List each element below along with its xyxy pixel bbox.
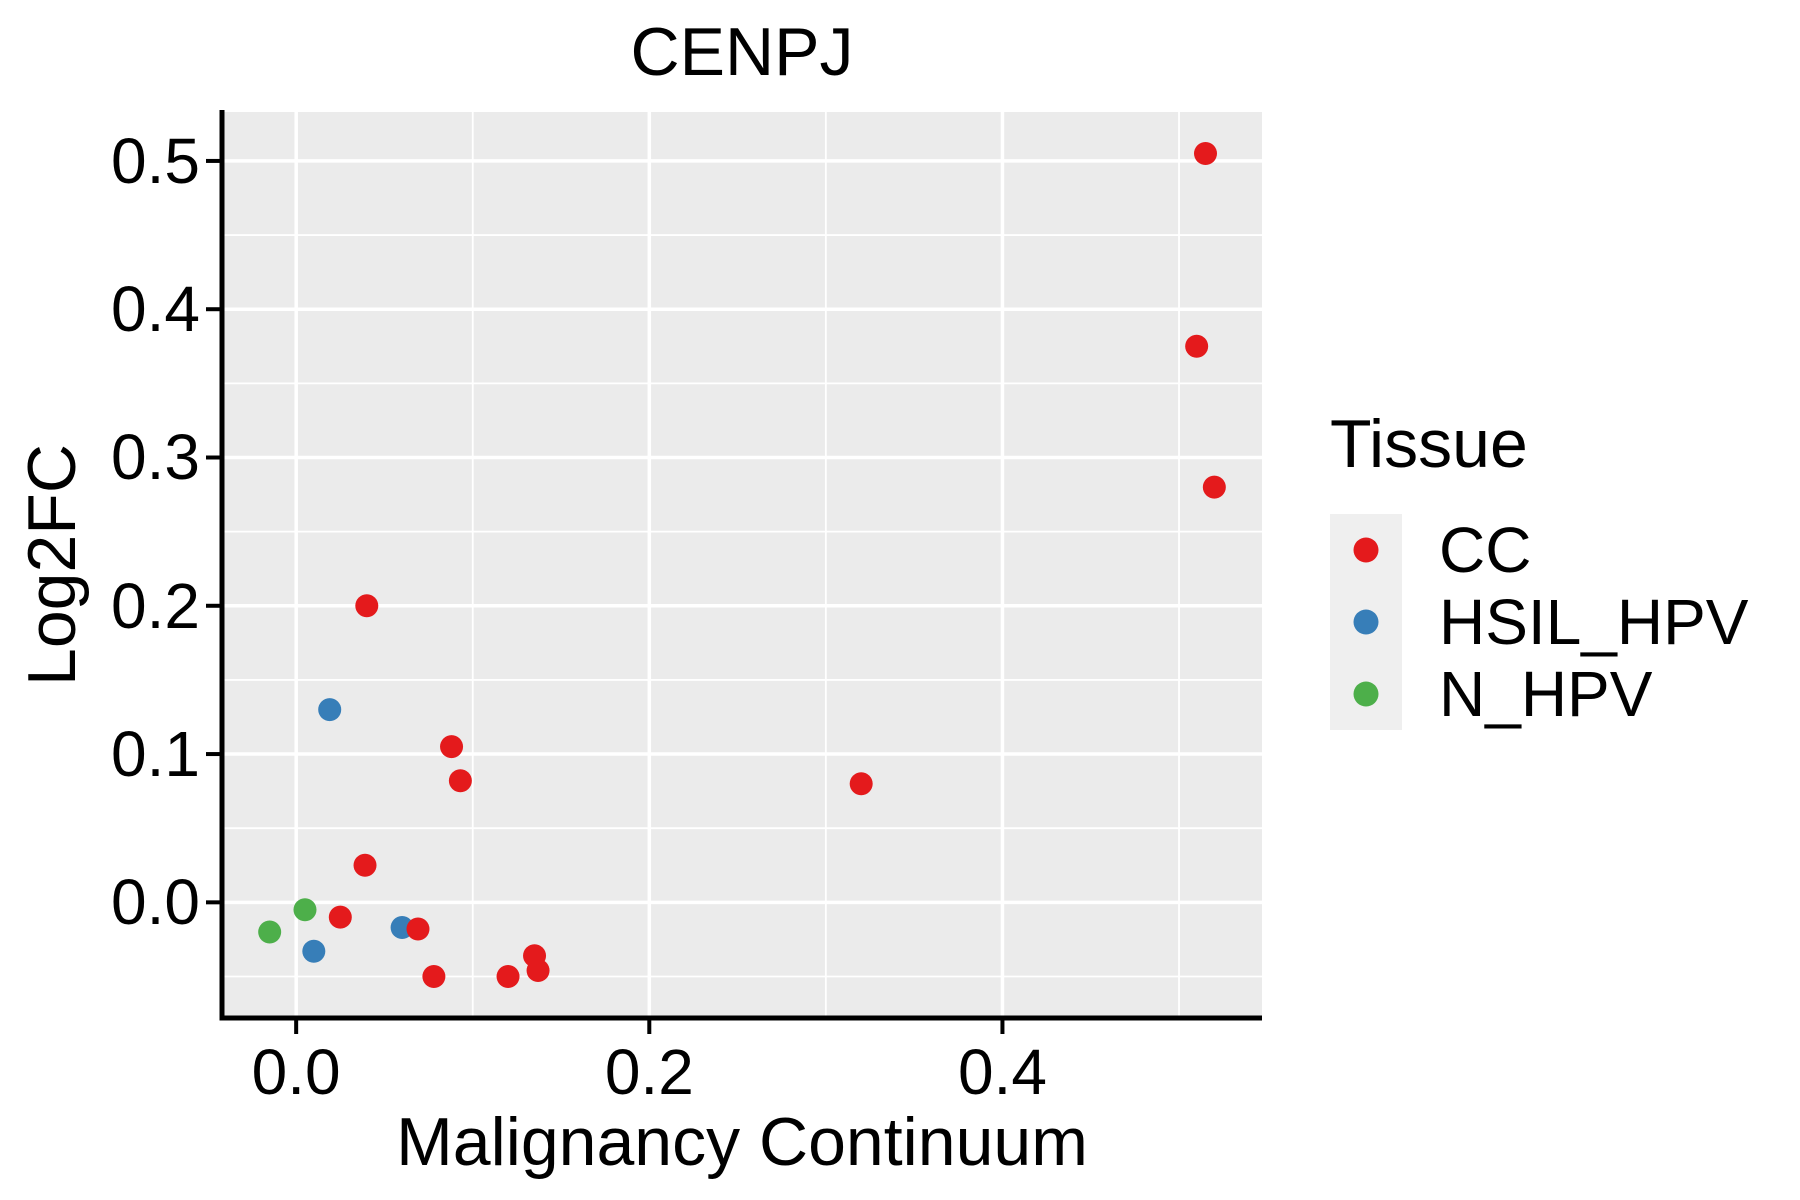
data-point-CC (1202, 475, 1226, 499)
x-tick-label: 0.4 (957, 1036, 1047, 1108)
legend-key (1330, 658, 1402, 730)
data-point-CC (1185, 334, 1209, 358)
x-tick-label: 0.0 (251, 1036, 341, 1108)
y-tick-label: 0.5 (111, 124, 200, 197)
data-point-CC (448, 769, 472, 793)
legend-dot-icon (1353, 537, 1379, 563)
data-point-CC (406, 917, 430, 941)
legend-label: HSIL_HPV (1439, 586, 1749, 658)
y-tick-label: 0.0 (111, 866, 200, 939)
legend-label: N_HPV (1439, 658, 1653, 730)
data-point-HSIL_HPV (302, 939, 326, 963)
data-point-CC (353, 853, 377, 877)
legend-key (1330, 514, 1402, 586)
legend-title: Tissue (1330, 406, 1528, 482)
data-point-CC (849, 772, 873, 796)
plot-panel (222, 112, 1262, 1018)
data-point-CC (440, 735, 464, 759)
data-point-N_HPV (258, 920, 282, 944)
legend-label: CC (1439, 514, 1532, 586)
legend-dot-icon (1353, 609, 1379, 635)
data-point-CC (355, 594, 379, 618)
legend-key (1330, 586, 1402, 658)
data-point-CC (496, 964, 520, 988)
data-point-CC (328, 905, 352, 929)
data-point-CC (526, 959, 550, 983)
legend-dot-icon (1353, 681, 1379, 707)
x-tick-label: 0.2 (604, 1036, 694, 1108)
x-axis-title: Malignancy Continuum (396, 1104, 1088, 1180)
y-tick-label: 0.2 (111, 569, 200, 642)
plot-title: CENPJ (630, 14, 854, 90)
legend-item-N_HPV: N_HPV (1330, 658, 1748, 730)
legend: Tissue CC HSIL_HPV N_HPV (1330, 410, 1748, 730)
y-tick-label: 0.4 (111, 273, 200, 346)
legend-item-HSIL_HPV: HSIL_HPV (1330, 586, 1748, 658)
data-point-CC (1193, 142, 1217, 166)
y-tick-label: 0.1 (111, 718, 200, 791)
legend-item-CC: CC (1330, 514, 1748, 586)
legend-items: CC HSIL_HPV N_HPV (1330, 514, 1748, 730)
data-point-N_HPV (293, 898, 317, 922)
data-point-CC (422, 964, 446, 988)
data-point-HSIL_HPV (318, 698, 342, 722)
y-tick-label: 0.3 (111, 421, 200, 494)
